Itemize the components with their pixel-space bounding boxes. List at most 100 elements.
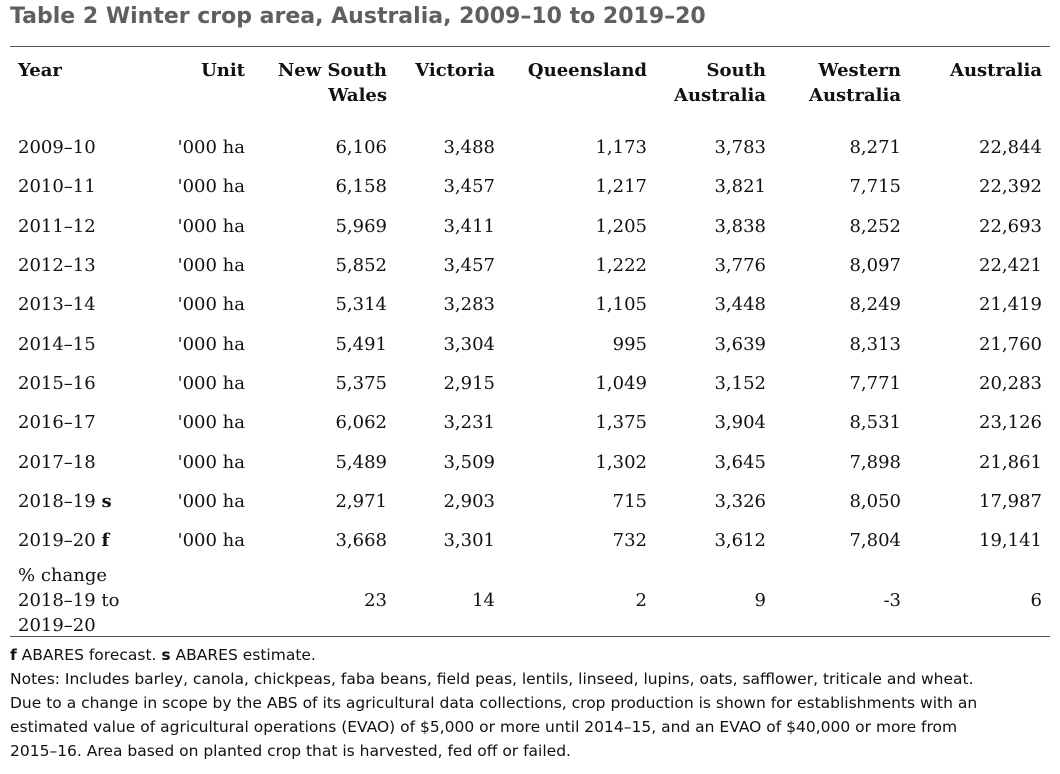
vic-value: 3,488 bbox=[443, 137, 495, 159]
unit-cell: '000 ha bbox=[177, 530, 245, 552]
unit-cell: '000 ha bbox=[177, 176, 245, 198]
col-header-unit: Unit bbox=[201, 60, 245, 81]
col-header-australia: Australia bbox=[950, 60, 1042, 81]
nsw-value: 5,489 bbox=[335, 451, 387, 473]
sa-value: 3,904 bbox=[714, 412, 766, 434]
nsw-value: 5,852 bbox=[335, 255, 387, 277]
nsw-value: 5,491 bbox=[335, 333, 387, 355]
year-label: 2010–11 bbox=[18, 176, 96, 198]
notes-scope-3: 2015–16. Area based on planted crop that… bbox=[10, 742, 571, 760]
percent-change-wa-value: -3 bbox=[883, 589, 901, 611]
sa-value: 3,448 bbox=[714, 294, 766, 316]
qld-value: 1,105 bbox=[595, 294, 647, 316]
nsw-value: 6,158 bbox=[335, 176, 387, 198]
vic-value: 2,915 bbox=[443, 372, 495, 394]
notes-legend: f ABARES forecast. s ABARES estimate. bbox=[10, 643, 1055, 667]
wa-value: 7,804 bbox=[849, 530, 901, 552]
wa-value: 8,252 bbox=[849, 215, 901, 237]
year-flag: s bbox=[101, 490, 112, 512]
qld-value: 1,049 bbox=[595, 372, 647, 394]
year-cell: 2019–20 f bbox=[10, 521, 136, 560]
australia-value: 22,392 bbox=[979, 176, 1042, 198]
percent-change-sa-value: 9 bbox=[754, 589, 766, 611]
table-row: 2009–10 '000 ha 6,106 3,488 1,173 3,783 8,271 2… bbox=[10, 122, 1050, 167]
vic-value: 3,231 bbox=[443, 412, 495, 434]
wa-value: 8,249 bbox=[849, 294, 901, 316]
percent-change-nsw-value: 23 bbox=[364, 589, 387, 611]
col-header-qld: Queensland bbox=[527, 60, 647, 81]
unit-cell: '000 ha bbox=[177, 412, 245, 434]
wa-value: 7,771 bbox=[849, 372, 901, 394]
table-row: 2018–19 s '000 ha 2,971 2,903 715 3,326 8,050 1… bbox=[10, 482, 1050, 521]
col-header-vic: Victoria bbox=[415, 60, 495, 81]
sa-value: 3,326 bbox=[714, 490, 766, 512]
percent-change-label-line: 2018–19 to bbox=[18, 589, 120, 611]
table-body: 2009–10 '000 ha 6,106 3,488 1,173 3,783 8,271 2… bbox=[10, 122, 1050, 638]
australia-value: 21,760 bbox=[979, 333, 1042, 355]
table-row: 2010–11 '000 ha 6,158 3,457 1,217 3,821 7,715 2… bbox=[10, 167, 1050, 206]
vic-value: 3,509 bbox=[443, 451, 495, 473]
australia-value: 21,419 bbox=[979, 294, 1042, 316]
nsw-value: 5,969 bbox=[335, 215, 387, 237]
year-cell: 2013–14 bbox=[10, 285, 136, 324]
nsw-value: 5,314 bbox=[335, 294, 387, 316]
vic-value: 3,304 bbox=[443, 333, 495, 355]
sa-value: 3,776 bbox=[714, 255, 766, 277]
australia-value: 23,126 bbox=[979, 412, 1042, 434]
year-cell: 2011–12 bbox=[10, 207, 136, 246]
table-row: 2012–13 '000 ha 5,852 3,457 1,222 3,776 8,097 2… bbox=[10, 246, 1050, 285]
table-row: 2015–16 '000 ha 5,375 2,915 1,049 3,152 7,771 2… bbox=[10, 364, 1050, 403]
year-label: 2009–10 bbox=[18, 137, 96, 159]
qld-value: 1,217 bbox=[595, 176, 647, 198]
notes-scope-2: estimated value of agricultural operatio… bbox=[10, 718, 958, 736]
year-label: 2013–14 bbox=[18, 294, 96, 316]
year-cell: 2009–10 bbox=[10, 122, 136, 167]
year-cell: 2010–11 bbox=[10, 167, 136, 206]
table-row: 2013–14 '000 ha 5,314 3,283 1,105 3,448 8,249 2… bbox=[10, 285, 1050, 324]
australia-value: 22,693 bbox=[979, 215, 1042, 237]
nsw-value: 6,062 bbox=[335, 412, 387, 434]
australia-value: 22,844 bbox=[979, 137, 1042, 159]
unit-cell: '000 ha bbox=[177, 294, 245, 316]
notes-crops: Notes: Includes barley, canola, chickpea… bbox=[10, 670, 974, 688]
nsw-value: 6,106 bbox=[335, 137, 387, 159]
australia-value: 22,421 bbox=[979, 255, 1042, 277]
percent-change-qld-value: 2 bbox=[635, 589, 647, 611]
qld-value: 1,173 bbox=[595, 137, 647, 159]
percent-change-row: % change 2018–19 to 2019–20 23 14 2 9 -3 6 bbox=[10, 560, 1050, 638]
table-title: Table 2 Winter crop area, Australia, 200… bbox=[10, 4, 706, 29]
year-cell: 2017–18 bbox=[10, 442, 136, 481]
col-header-sa: South Australia bbox=[674, 60, 766, 106]
australia-value: 20,283 bbox=[979, 372, 1042, 394]
year-label: 2017–18 bbox=[18, 451, 96, 473]
year-label: 2018–19 bbox=[18, 490, 96, 512]
unit-cell: '000 ha bbox=[177, 137, 245, 159]
sa-value: 3,639 bbox=[714, 333, 766, 355]
wa-value: 8,271 bbox=[849, 137, 901, 159]
qld-value: 1,375 bbox=[595, 412, 647, 434]
year-label: 2016–17 bbox=[18, 412, 96, 434]
nsw-value: 5,375 bbox=[335, 372, 387, 394]
year-label: 2015–16 bbox=[18, 372, 96, 394]
wa-value: 8,313 bbox=[849, 333, 901, 355]
col-header-wa: Western Australia bbox=[809, 60, 901, 106]
vic-value: 3,457 bbox=[443, 176, 495, 198]
nsw-value: 2,971 bbox=[335, 490, 387, 512]
australia-value: 17,987 bbox=[979, 490, 1042, 512]
sa-value: 3,612 bbox=[714, 530, 766, 552]
unit-cell: '000 ha bbox=[177, 451, 245, 473]
winter-crop-area-table: Year Unit New South Wales Victoria Queen… bbox=[10, 48, 1050, 638]
table-row: 2017–18 '000 ha 5,489 3,509 1,302 3,645 7,898 2… bbox=[10, 442, 1050, 481]
year-label: 2019–20 bbox=[18, 530, 96, 552]
header-row: Year Unit New South Wales Victoria Queen… bbox=[10, 48, 1050, 122]
wa-value: 8,531 bbox=[849, 412, 901, 434]
percent-change-label-line: % change bbox=[18, 564, 107, 586]
vic-value: 3,457 bbox=[443, 255, 495, 277]
year-flag: f bbox=[101, 530, 110, 552]
nsw-value: 3,668 bbox=[335, 530, 387, 552]
vic-value: 3,411 bbox=[443, 215, 495, 237]
year-label: 2014–15 bbox=[18, 333, 96, 355]
year-cell: 2018–19 s bbox=[10, 482, 136, 521]
year-cell: 2015–16 bbox=[10, 364, 136, 403]
